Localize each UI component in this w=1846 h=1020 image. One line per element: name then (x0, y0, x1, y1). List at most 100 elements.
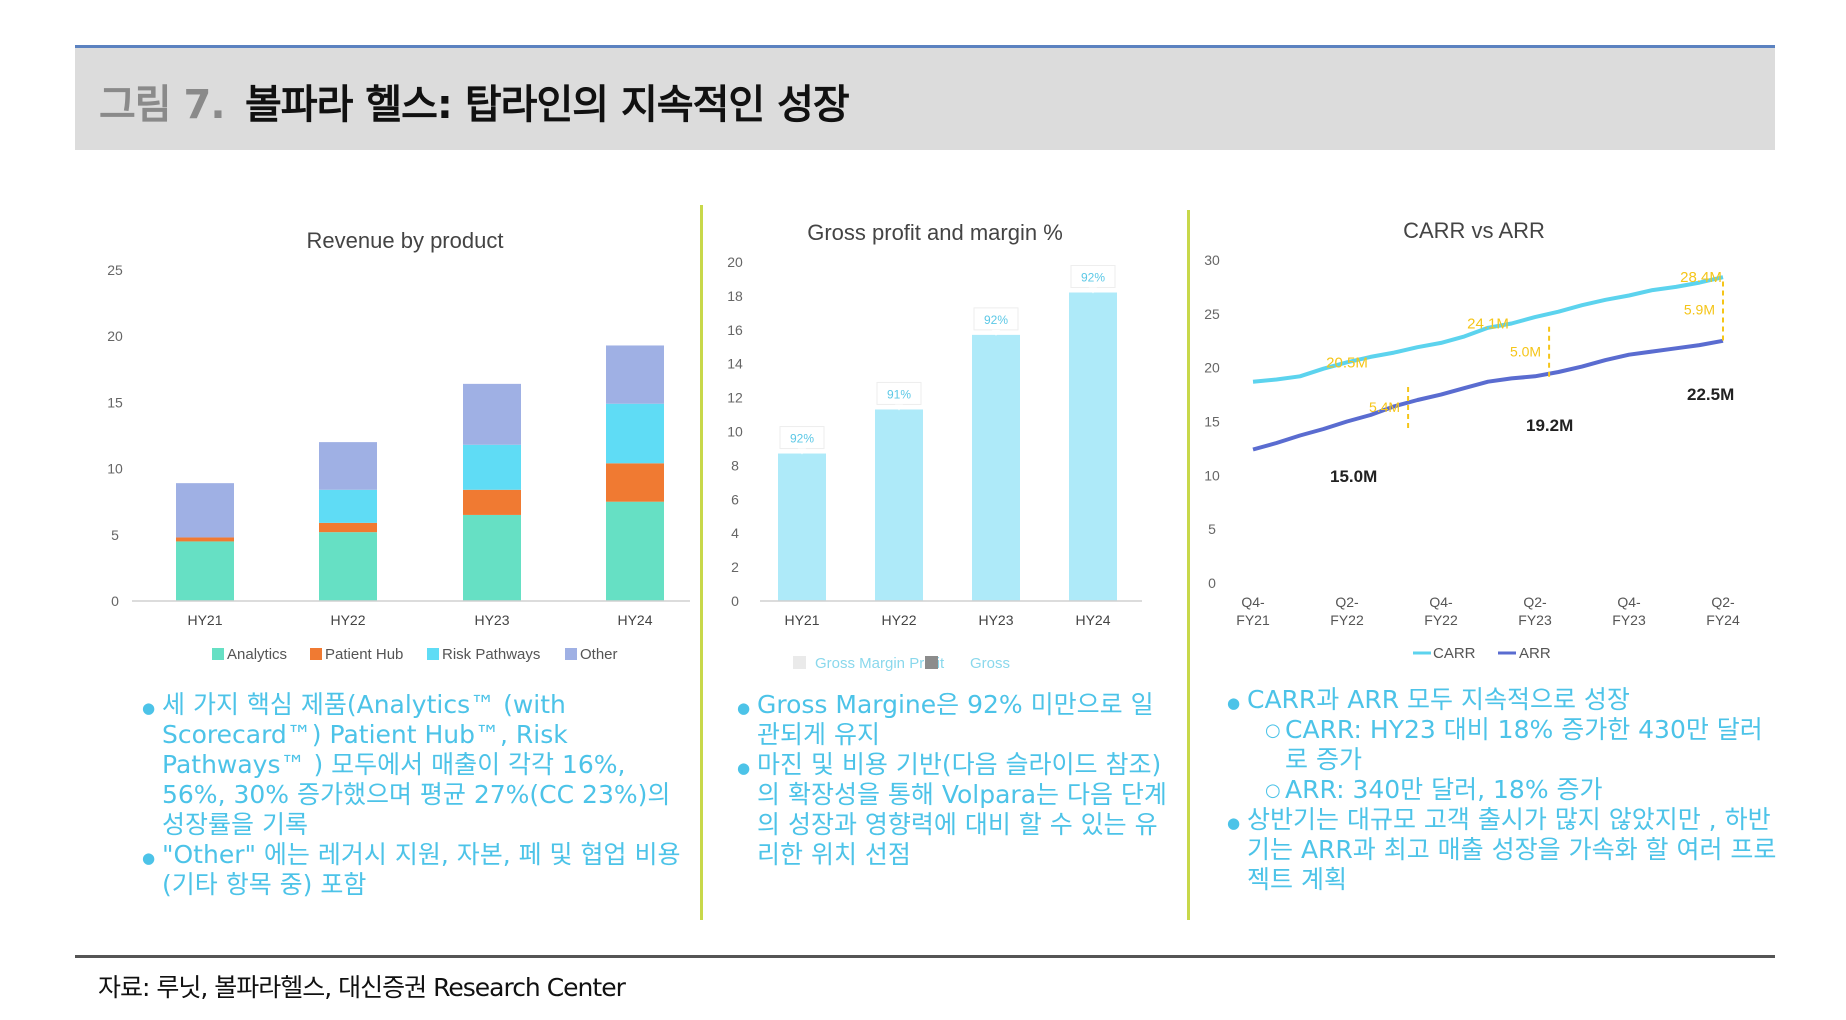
chart1-y-axis: 0 5 10 15 20 25 (107, 262, 123, 609)
note-middle-1: Gross Margine은 92% 미만으로 일관되게 유지 (737, 690, 1167, 750)
panel-divider-2 (1187, 210, 1190, 920)
chart2-ytick-14: 14 (727, 356, 743, 372)
figure-label: 그림 7. (99, 82, 226, 128)
notes-right: CARR과 ARR 모두 지속적으로 성장 CARR: HY23 대비 18% … (1227, 685, 1777, 895)
chart2-ytick-20: 20 (727, 254, 743, 270)
chart1-xtick-hy24: HY24 (617, 612, 652, 628)
chart2-ytick-12: 12 (727, 390, 743, 406)
bar-hy24-analytics (606, 501, 664, 601)
chart2-xtick-hy22: HY22 (881, 612, 916, 628)
legend-swatch-patient-hub (310, 648, 322, 660)
chart1-xtick-hy22: HY22 (330, 612, 365, 628)
chart2-title: Gross profit and margin % (807, 220, 1063, 245)
legend-swatch-gross-margin (793, 656, 806, 669)
chart2-legend: Gross Margin Profit Gross (793, 655, 1010, 672)
line-arr (1252, 338, 1724, 452)
bar-hy21-other (176, 483, 234, 538)
chart2-bars: 92% 91% 92% 92% (778, 265, 1117, 601)
chart3-xtick-line2: FY23 (1518, 612, 1552, 628)
source-note: 자료: 루닛, 볼파라헬스, 대신증권 Research Center (98, 973, 626, 1002)
chart1-bars (176, 345, 664, 601)
carr-annotation-24-1m: 24.1M (1467, 316, 1509, 333)
margin-label-hy21: 92% (790, 432, 814, 446)
chart3-xtick-line2: FY22 (1330, 612, 1364, 628)
notes-left: 세 가지 핵심 제품(Analytics™ (with Scorecard™) … (142, 690, 682, 900)
chart3-xtick-q2-fy24: Q2- FY24 (1706, 594, 1740, 628)
chart3-xtick-line1: Q4- (1429, 594, 1453, 610)
margin-callout-pointer (992, 329, 1000, 336)
arr-label-q4fy21: 15.0M (1330, 467, 1377, 486)
chart3-value-labels: 15.0M 19.2M 22.5M (1330, 385, 1734, 486)
margin-callout-hy22: 91% (876, 381, 922, 411)
margin-callout-hy21: 92% (779, 426, 825, 455)
chart3-xtick-q4-fy21: Q4- FY21 (1236, 594, 1270, 628)
chart3-xtick-line1: Q4- (1241, 594, 1265, 610)
bar-gross-hy21 (778, 453, 826, 601)
chart3-annotations: 20.5M 24.1M 28.4M 5.4M 5.0M 5.9M (1326, 269, 1724, 432)
bar-hy22-risk-pathways (319, 489, 377, 523)
chart1-ytick-5: 5 (111, 527, 119, 543)
bar-hy23-other (463, 383, 521, 445)
margin-callout-hy24: 92% (1070, 265, 1116, 294)
chart3-ytick-30: 30 (1204, 252, 1220, 268)
chart2-xtick-hy21: HY21 (784, 612, 819, 628)
chart1-title: Revenue by product (307, 228, 504, 253)
legend-swatch-gross (925, 656, 938, 669)
chart2-ytick-10: 10 (727, 424, 743, 440)
chart3-xtick-line2: FY22 (1424, 612, 1458, 628)
bar-hy22-other (319, 442, 377, 490)
legend-arr: ARR (1519, 645, 1551, 662)
legend-swatch-analytics (212, 648, 224, 660)
chart3-ytick-0: 0 (1208, 575, 1216, 591)
margin-callout-pointer (895, 404, 903, 411)
chart3-xtick-line1: Q2- (1711, 594, 1735, 610)
chart1-legend: Analytics Patient Hub Risk Pathways Othe… (212, 646, 618, 663)
chart2-ytick-4: 4 (731, 525, 739, 541)
bar-hy22-analytics (319, 532, 377, 601)
bar-hy24-risk-pathways (606, 403, 664, 464)
bar-hy22-patient-hub (319, 522, 377, 533)
chart3-xtick-line2: FY24 (1706, 612, 1740, 628)
notes-middle: Gross Margine은 92% 미만으로 일관되게 유지 마진 및 비용 … (737, 690, 1167, 870)
chart1-xtick-hy23: HY23 (474, 612, 509, 628)
bar-hy24-other (606, 345, 664, 404)
chart1-ytick-15: 15 (107, 394, 123, 410)
chart3-xtick-line1: Q4- (1617, 594, 1641, 610)
bar-gross-hy24 (1069, 292, 1117, 601)
carr-annotation-20-5m: 20.5M (1326, 354, 1368, 371)
bar-hy21-patient-hub (176, 537, 234, 542)
figure-header: 그림 7. 볼파라 헬스: 탑라인의 지속적인 성장 (75, 48, 1775, 150)
chart1-ytick-20: 20 (107, 328, 123, 344)
legend-swatch-risk-pathways (427, 648, 439, 660)
footer-rule (75, 955, 1775, 958)
chart2-x-axis: HY21 HY22 HY23 HY24 (784, 612, 1110, 628)
legend-swatch-other (565, 648, 577, 660)
chart3-y-axis: 0 5 10 15 20 25 30 (1204, 252, 1220, 591)
chart1-ytick-25: 25 (107, 262, 123, 278)
bar-hy21-analytics (176, 541, 234, 601)
note-right-sub-1: CARR: HY23 대비 18% 증가한 430만 달러로 증가 (1227, 715, 1777, 775)
panel-divider-1 (700, 205, 703, 920)
arr-label-q2fy24: 22.5M (1687, 385, 1734, 404)
chart3-x-axis: Q4- FY21 Q2- FY22 Q4- FY22 Q2- FY23 Q4- FY23 Q2- FY… (1236, 594, 1740, 628)
legend-other: Other (580, 646, 618, 663)
chart3-ytick-10: 10 (1204, 467, 1220, 483)
legend-risk-pathways: Risk Pathways (442, 646, 540, 663)
note-right-1: CARR과 ARR 모두 지속적으로 성장 (1227, 685, 1777, 718)
chart3-xtick-q4-fy23: Q4- FY23 (1612, 594, 1646, 628)
gap-annotation-5-9m: 5.9M (1684, 302, 1715, 318)
chart3-xtick-line1: Q2- (1335, 594, 1359, 610)
margin-callout-pointer (798, 448, 806, 455)
chart2-y-axis: 0 2 4 6 8 10 12 14 16 18 20 (727, 254, 743, 609)
note-middle-2: 마진 및 비용 기반(다음 슬라이드 참조)의 확장성을 통해 Volpara는… (737, 750, 1167, 870)
bar-gross-hy23 (972, 334, 1020, 601)
chart2-xtick-hy24: HY24 (1075, 612, 1110, 628)
bar-gross-hy22 (875, 409, 923, 601)
legend-gross: Gross (970, 655, 1010, 672)
gap-annotation-5-0m: 5.0M (1510, 344, 1541, 360)
legend-patient-hub: Patient Hub (325, 646, 403, 663)
note-right-2: 상반기는 대규모 고객 출시가 많지 않았지만 , 하반기는 ARR과 최고 매… (1227, 805, 1777, 895)
carr-annotation-28-4m: 28.4M (1680, 269, 1722, 286)
chart3-xtick-q4-fy22: Q4- FY22 (1424, 594, 1458, 628)
